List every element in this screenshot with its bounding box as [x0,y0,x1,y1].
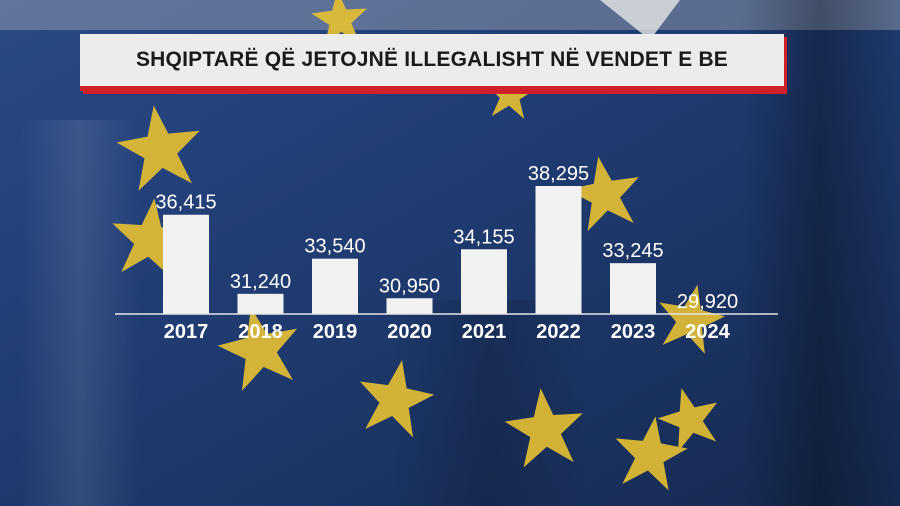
value-label-2018: 31,240 [230,271,291,293]
chart-title: SHQIPTARË QË JETOJNË ILLEGALISHT NË VEND… [135,48,729,71]
category-label-2019: 2019 [313,321,358,343]
bar-2019 [312,258,358,314]
value-label-2021: 34,155 [453,226,514,248]
bar-2018 [237,293,284,314]
value-label-2017: 36,415 [155,192,216,214]
bar-2022 [535,186,582,314]
category-label-2017: 2017 [164,321,209,343]
value-label-2022: 38,295 [528,163,589,185]
bars-group [163,186,656,314]
bar-2021 [461,249,507,314]
bar-2023 [610,263,656,314]
title-banner: SHQIPTARË QË JETOJNË ILLEGALISHT NË VEND… [80,34,784,91]
category-label-2020: 2020 [387,321,432,343]
value-label-2023: 33,245 [602,240,663,262]
category-label-2023: 2023 [611,321,656,343]
category-label-2024: 2024 [685,321,730,343]
category-label-2021: 2021 [462,321,507,343]
value-label-2020: 30,950 [379,275,440,297]
bar-2020 [386,298,433,314]
value-label-2024: 29,920 [677,291,738,313]
bar-2017 [163,214,209,314]
labels-group: 36,415 2017 31,240 2018 33,540 2019 30,950 2020… [155,163,738,343]
category-label-2018: 2018 [238,321,283,343]
value-label-2019: 33,540 [304,236,365,258]
category-label-2022: 2022 [536,321,581,343]
